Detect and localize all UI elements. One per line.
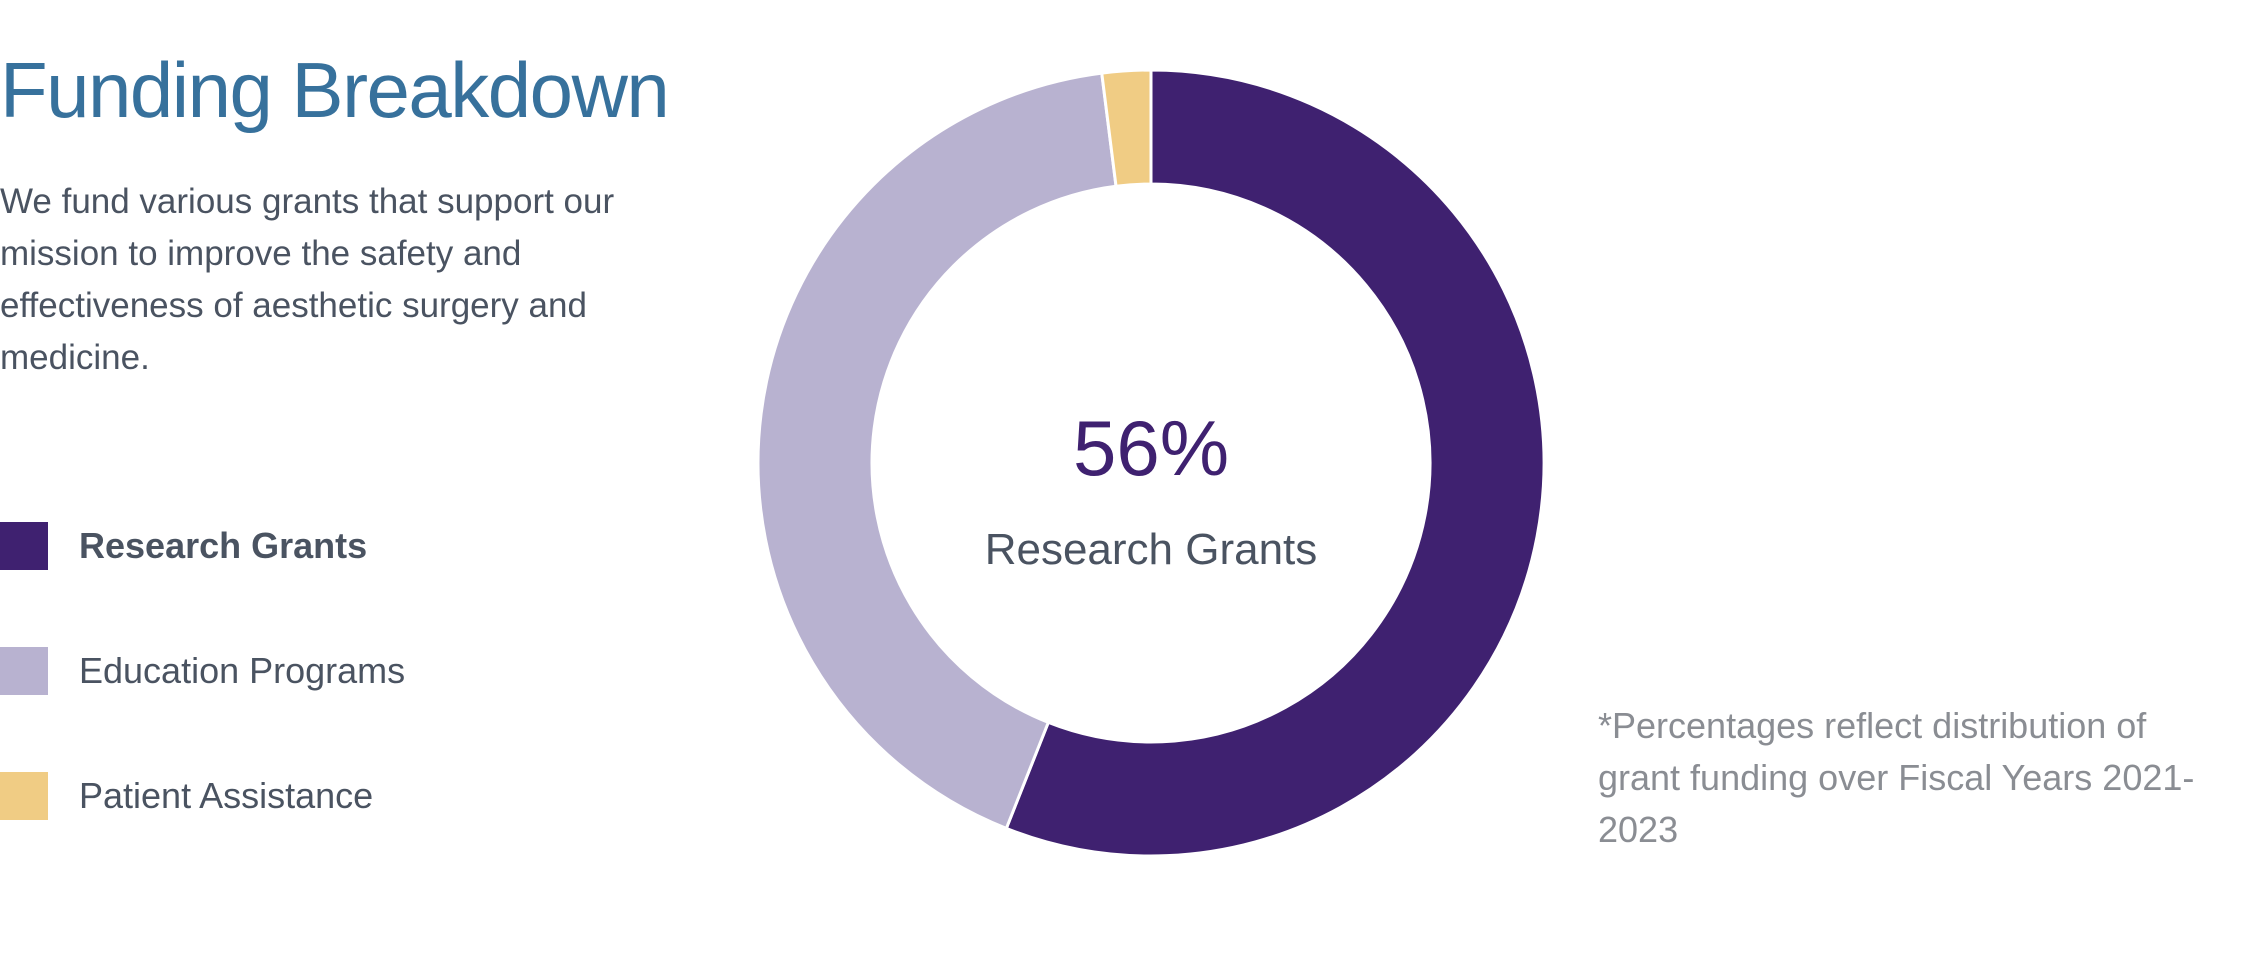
footnote: *Percentages reflect distribution of gra… [1598,705,2195,850]
legend-swatch-research-grants [0,522,48,570]
donut-chart: 56% Research Grants [756,68,1546,858]
legend-item-patient-assistance[interactable]: Patient Assistance [0,772,660,820]
page-title: Funding Breakdown [0,46,670,134]
legend-item-research-grants[interactable]: Research Grants [0,522,660,570]
legend-label-education-programs: Education Programs [79,650,406,691]
legend-item-education-programs[interactable]: Education Programs [0,647,660,695]
center-value: 56% [1073,404,1229,492]
donut-slices [756,68,1546,858]
intro-text: We fund various grants that support our … [0,182,615,377]
legend-swatch-patient-assistance [0,772,48,820]
donut-slice-education-programs[interactable] [756,71,1118,831]
chart-legend: Research Grants Education Programs Patie… [0,522,660,897]
donut-slice-research-grants[interactable] [1004,68,1546,858]
center-label: Research Grants [985,525,1318,574]
legend-label-patient-assistance: Patient Assistance [79,775,374,816]
legend-swatch-education-programs [0,647,48,695]
donut-slice-patient-assistance[interactable] [1100,68,1153,188]
legend-label-research-grants: Research Grants [79,525,368,566]
